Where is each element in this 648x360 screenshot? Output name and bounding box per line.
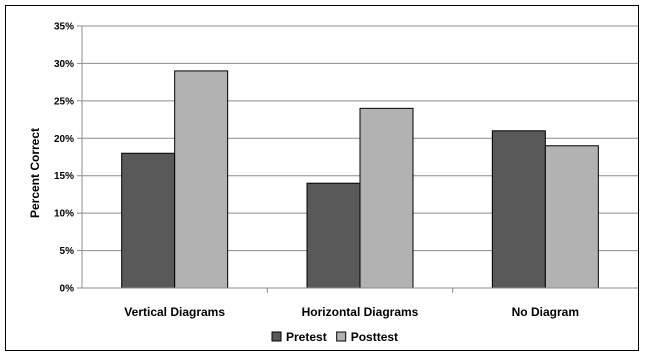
y-tick-label: 25% [54, 96, 74, 107]
bar-pretest-1 [121, 152, 176, 289]
bar-posttest-1 [174, 70, 229, 289]
legend-label-pretest: Pretest [286, 330, 327, 344]
y-tick-label: 20% [54, 134, 74, 145]
y-tick-label: 30% [54, 59, 74, 70]
legend: Pretest Posttest [271, 330, 398, 344]
bar-chart: 0% 5% 10% 15% 20% 25% 30% 35% Vertical Diagrams H… [28, 22, 638, 344]
bars [121, 70, 599, 289]
axes: 0% 5% 10% 15% 20% 25% 30% 35% Vertical Diagrams H… [54, 22, 638, 319]
x-category-label: Horizontal Diagrams [302, 305, 419, 319]
bar-posttest-2 [359, 107, 414, 289]
y-tick-label: 35% [54, 22, 74, 33]
y-tick-label: 10% [54, 209, 74, 220]
chart-frame: 0% 5% 10% 15% 20% 25% 30% 35% Vertical Diagrams H… [5, 5, 639, 351]
y-tick-label: 5% [60, 246, 75, 257]
bar-posttest-3 [544, 145, 599, 289]
bar-pretest-2 [306, 182, 361, 289]
legend-label-posttest: Posttest [351, 330, 398, 344]
bar-pretest-3 [491, 130, 546, 289]
x-category-label: Vertical Diagrams [124, 305, 225, 319]
y-axis-title: Percent Correct [28, 128, 42, 218]
y-tick-label: 0% [60, 284, 75, 295]
y-tick-label: 15% [54, 171, 74, 182]
legend-swatch-pretest [271, 331, 282, 342]
x-category-label: No Diagram [512, 305, 579, 319]
legend-swatch-posttest [336, 331, 347, 342]
